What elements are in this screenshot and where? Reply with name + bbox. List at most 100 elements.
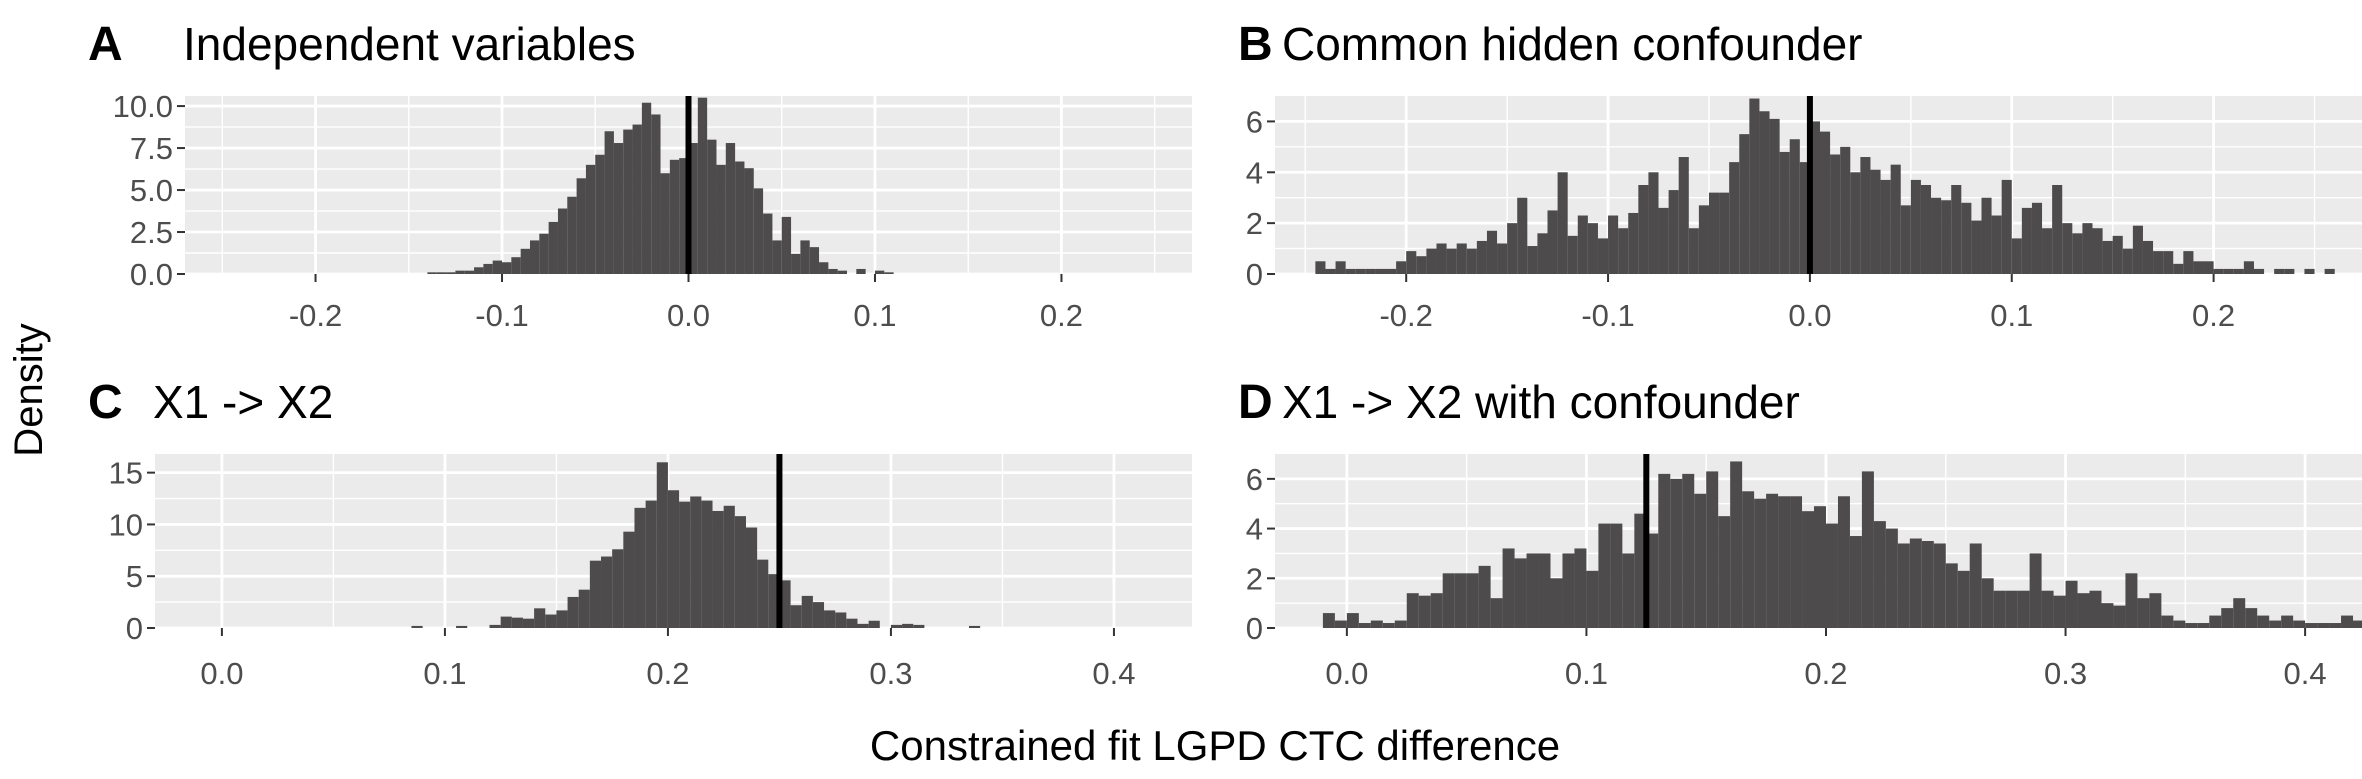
panel-a-x-tick-label: 0.0 <box>667 298 710 333</box>
panel-d-bar <box>2197 623 2210 628</box>
panel-a-bar <box>800 240 810 274</box>
panel-a-bar <box>725 143 736 274</box>
panel-b-bar <box>1880 179 1891 274</box>
panel-a-title: Independent variables <box>183 18 636 70</box>
panel-a-bar <box>828 268 838 274</box>
panel-c-y-tick-label: 0 <box>126 611 143 646</box>
panel-a-bar <box>735 161 745 274</box>
panel-b-bar <box>1981 197 1992 274</box>
panel-b-bar <box>2021 207 2032 274</box>
panel-b-bar <box>1941 200 1952 274</box>
panel-c-bar <box>846 618 858 628</box>
panel-b-bar <box>1729 162 1740 274</box>
panel-b-bar <box>2062 223 2073 274</box>
panel-c: 0 5 10 15 0.0 0.1 0.2 0.3 0.4 C X1 -> X2 <box>88 376 1192 691</box>
panel-b-bar <box>2082 223 2093 274</box>
panel-c-bar <box>545 614 557 628</box>
panel-d-y-tick-label: 2 <box>1246 561 1263 596</box>
panel-d-bar <box>1454 573 1467 628</box>
panel-d-bar <box>1382 623 1395 628</box>
panel-d-bar <box>2305 623 2318 628</box>
panel-b: 0 2 4 6 -0.2 -0.1 0.0 0.1 0.2 B Common hidden conf… <box>1238 18 2362 333</box>
panel-a-bar <box>874 270 885 274</box>
panel-a-bar <box>641 102 652 274</box>
panel-b-bar <box>1860 157 1871 274</box>
panel-c-bar <box>612 549 624 628</box>
panel-a-bar <box>585 164 596 274</box>
panel-b-bar <box>1991 215 2002 274</box>
panel-b-bar <box>1547 210 1558 274</box>
panel-b-bar <box>2153 251 2164 274</box>
panel-d-bar <box>1394 620 1407 628</box>
panel-d-bar <box>2281 615 2294 628</box>
panel-b-bar <box>1406 251 1417 274</box>
panel-a-bar <box>763 213 773 274</box>
panel-c-x-tick-label: 0.3 <box>869 656 912 691</box>
panel-d-bar <box>1514 558 1527 628</box>
panel-c-bars <box>411 462 981 628</box>
panel-b-bar <box>2233 268 2244 274</box>
panel-d-bar <box>2029 553 2042 628</box>
panel-b-bar <box>2253 268 2265 274</box>
panel-c-y-tick-label: 5 <box>126 559 143 594</box>
panel-d-bar <box>1466 573 1479 628</box>
panel-d-tag: D <box>1238 376 1273 429</box>
panel-d-bar <box>2161 615 2174 628</box>
panel-d-bar <box>1897 543 1910 628</box>
panel-a-x-tick-label: -0.2 <box>289 298 342 333</box>
panel-c-bar <box>768 574 780 628</box>
panel-d-bar <box>2173 620 2186 628</box>
panel-a-bar <box>539 233 549 274</box>
panel-d-bar <box>2065 580 2078 628</box>
panel-b-bars <box>1315 98 2335 275</box>
panel-b-bar <box>1658 207 1669 274</box>
panel-b-bar <box>2324 268 2335 274</box>
panels-group: 0.0 2.5 5.0 7.5 10.0 -0.2 -0.1 0.0 0.1 0.2 A Indepe… <box>88 18 2362 691</box>
panel-b-bar <box>2011 238 2022 274</box>
panel-d-bar <box>1730 461 1743 628</box>
panel-c-bar <box>890 624 903 628</box>
panel-d-x-tick-label: 0.2 <box>1804 656 1847 691</box>
panel-c-bar <box>511 617 523 628</box>
panel-d-bar <box>1634 513 1647 628</box>
panel-a-bar <box>707 139 717 274</box>
panel-b-bar <box>1719 192 1730 274</box>
panel-b-bar <box>1426 248 1437 274</box>
panel-a-bar <box>884 272 894 274</box>
panel-c-tag: C <box>88 376 123 429</box>
panel-c-bar <box>734 516 746 628</box>
panel-a-bar <box>753 188 764 274</box>
panel-a-bar <box>856 268 866 274</box>
panel-d-bar <box>1825 523 1838 628</box>
panel-b-bar <box>1779 151 1790 274</box>
panel-c-bar <box>656 462 668 628</box>
panel-d-bar <box>1957 570 1970 628</box>
panel-c-x-tick-label: 0.2 <box>646 656 689 691</box>
panel-b-title: Common hidden confounder <box>1282 18 1862 70</box>
panel-c-bar <box>690 496 702 628</box>
panel-b-y-tick-label: 2 <box>1246 206 1263 241</box>
panel-a-bar <box>557 208 568 274</box>
panel-b-bar <box>1870 169 1881 274</box>
panel-b-bar <box>1486 230 1498 274</box>
panel-b-y-tick-label: 6 <box>1246 104 1263 139</box>
panel-d-bar <box>2233 598 2246 628</box>
panel-b-bar <box>2163 251 2174 274</box>
panel-b-bar <box>1789 139 1800 274</box>
panel-a-bar <box>595 154 605 274</box>
panel-d-bar <box>1885 528 1898 628</box>
panel-b-bar <box>1638 185 1649 274</box>
panel-d-bar <box>2185 623 2198 628</box>
panel-b-bar <box>1749 98 1760 275</box>
panel-a-bar <box>604 131 614 274</box>
panel-d-bar <box>1562 553 1575 628</box>
panel-b-bar <box>1436 243 1447 274</box>
panel-b-bar <box>1446 248 1457 274</box>
panel-d-bar <box>1682 473 1695 628</box>
panel-c-bar <box>667 490 680 628</box>
panel-a-bar <box>679 158 689 274</box>
panel-a: 0.0 2.5 5.0 7.5 10.0 -0.2 -0.1 0.0 0.1 0.2 A Indepe… <box>88 18 1192 333</box>
panel-a-bar <box>837 270 848 274</box>
panel-c-bar <box>701 500 713 628</box>
panel-c-bar <box>790 605 802 628</box>
